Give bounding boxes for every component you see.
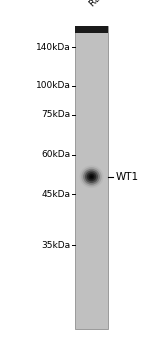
Ellipse shape [83, 169, 100, 185]
Bar [75, 26, 108, 329]
Ellipse shape [85, 170, 98, 183]
Text: 35kDa: 35kDa [41, 240, 70, 250]
Ellipse shape [88, 174, 94, 180]
Text: Rat testis: Rat testis [88, 0, 125, 9]
Text: 140kDa: 140kDa [36, 43, 70, 52]
Text: 75kDa: 75kDa [41, 110, 70, 119]
Bar [75, 26, 108, 33]
Text: WT1: WT1 [116, 172, 139, 182]
Ellipse shape [81, 167, 102, 187]
Text: 100kDa: 100kDa [36, 81, 70, 90]
Ellipse shape [87, 172, 96, 181]
Ellipse shape [90, 175, 93, 178]
Ellipse shape [80, 166, 103, 188]
Text: 45kDa: 45kDa [42, 190, 70, 199]
Text: 60kDa: 60kDa [41, 150, 70, 159]
